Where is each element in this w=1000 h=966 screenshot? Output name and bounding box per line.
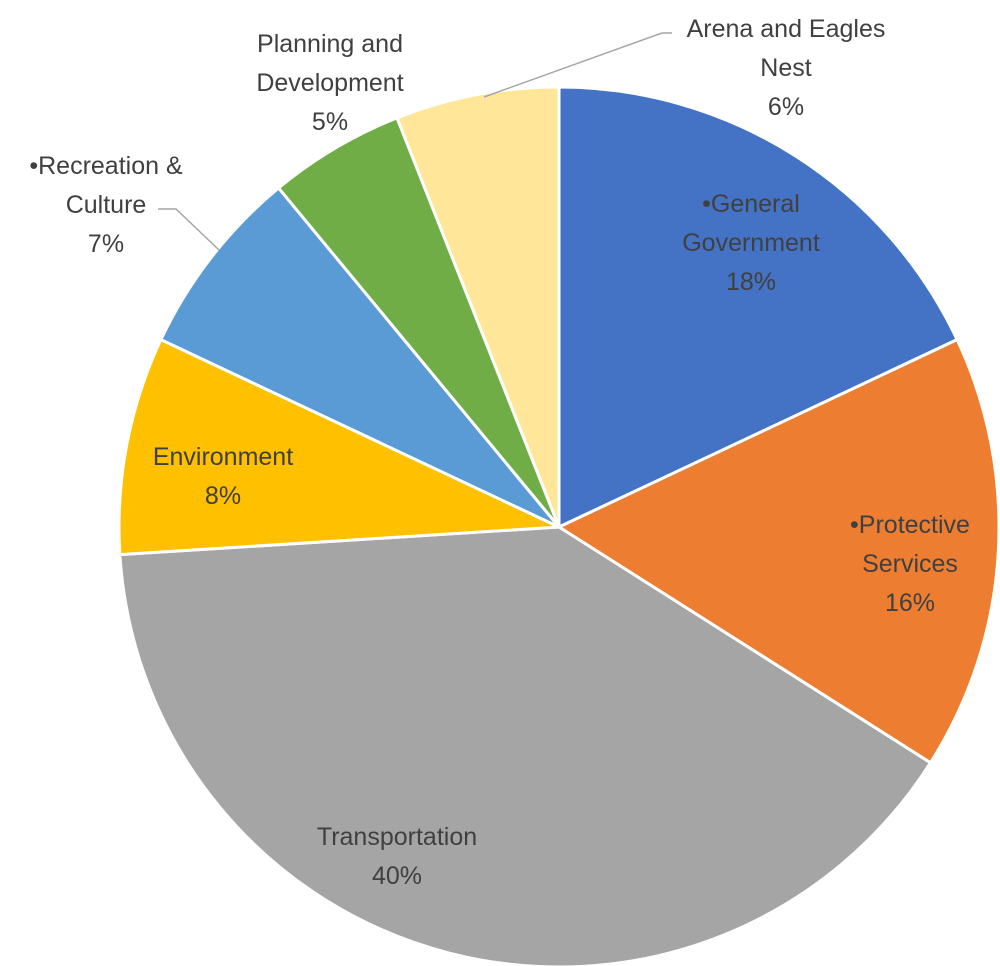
data-label-protective-services: •Protective Services 16%	[850, 511, 970, 617]
data-label-recreation-culture: •Recreation & Culture 7%	[29, 152, 183, 258]
data-label-arena-and-eagles-nest: Arena and Eagles Nest 6%	[687, 15, 886, 121]
data-label-transportation: Transportation 40%	[317, 823, 477, 890]
leader-line-recreation-culture	[158, 208, 220, 251]
data-label-environment: Environment 8%	[153, 443, 293, 510]
data-label-planning-and-development: Planning and Development 5%	[256, 30, 403, 136]
pie-slice-transportation	[118, 525, 933, 966]
pie-slice-protective-services	[557, 338, 1000, 765]
leader-line-arena-eagles-nest	[483, 32, 672, 98]
pie-slice-recreation-culture	[159, 186, 561, 529]
data-label-general-government: •General Government 18%	[682, 190, 820, 296]
pie-slice-environment	[117, 338, 561, 557]
pie-slice-arena-and-eagles-nest	[395, 85, 561, 529]
pie-slice-general-government	[557, 85, 959, 529]
